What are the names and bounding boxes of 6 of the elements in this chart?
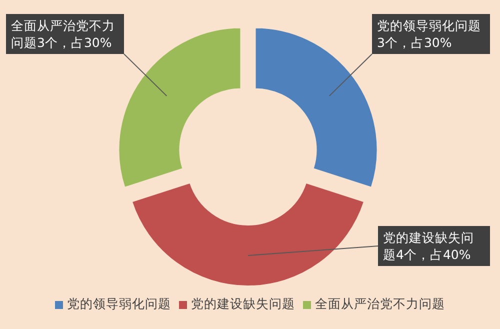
data-label: 党的建设缺失问题4个，占40%: [378, 226, 490, 266]
data-label: 全面从严治党不力问题3个，占30%: [6, 14, 124, 54]
data-label: 党的领导弱化问题3个，占30%: [372, 14, 490, 54]
legend-label: 全面从严治党不力问题: [315, 296, 445, 311]
legend-label: 党的领导弱化问题: [67, 296, 171, 311]
legend-label: 党的建设缺失问题: [191, 296, 295, 311]
